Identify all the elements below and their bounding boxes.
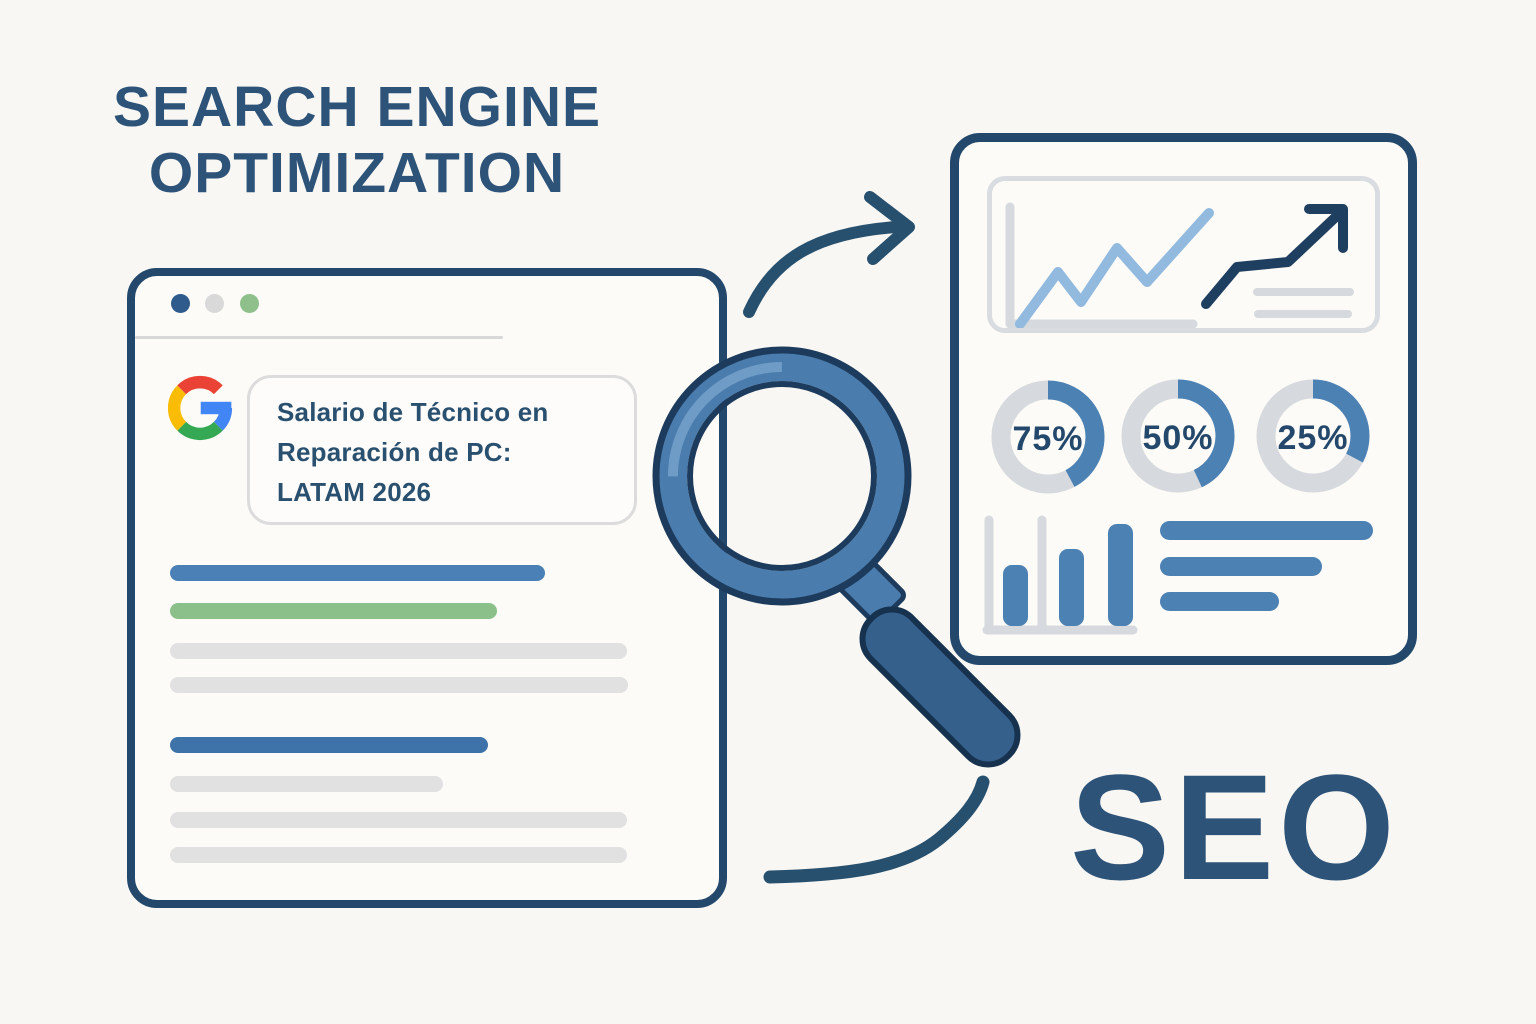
bar-chart-bar xyxy=(1003,565,1028,626)
window-control-dot-gray xyxy=(205,294,224,313)
bar-chart-bar xyxy=(1108,524,1133,626)
growth-arrow-shaft xyxy=(1201,207,1346,309)
google-g-logo-icon xyxy=(167,375,233,441)
page-title-line2: OPTIMIZATION xyxy=(148,141,566,205)
text-placeholder-bar xyxy=(1160,521,1373,540)
trend-line-blue xyxy=(1015,208,1214,329)
text-placeholder-bar xyxy=(1160,592,1279,611)
magnifier-collar xyxy=(838,557,906,625)
text-placeholder-bar xyxy=(1160,557,1322,576)
seo-wordmark: SEO xyxy=(1070,743,1399,911)
chart-axes xyxy=(1005,202,1198,329)
search-query-line: LATAM 2026 xyxy=(277,477,432,507)
result-snippet-bar xyxy=(170,812,627,828)
result-url-bar xyxy=(170,776,443,792)
browser-window: Salario de Técnico en Reparación de PC: … xyxy=(127,268,727,908)
donut-percent-label: 25% xyxy=(1277,419,1349,457)
bar-chart-bar xyxy=(1059,549,1084,626)
swoosh-line xyxy=(763,775,990,884)
donut-chart-50 xyxy=(1121,379,1235,493)
page-title: SEARCH ENGINE OPTIMIZATION xyxy=(77,74,637,206)
result-snippet-bar xyxy=(170,847,627,863)
bar-chart xyxy=(982,515,1138,635)
search-query-line: Reparación de PC: xyxy=(277,437,512,467)
page-title-line1: SEARCH ENGINE xyxy=(112,75,602,139)
line-chart xyxy=(1005,202,1354,329)
analytics-panel: 75% 50% 25% xyxy=(950,133,1417,665)
line-chart-card xyxy=(987,176,1380,333)
search-query-card: Salario de Técnico en Reparación de PC: … xyxy=(247,375,637,525)
toolbar-divider xyxy=(135,336,503,339)
window-control-dot-blue xyxy=(171,294,190,313)
donut-chart-75 xyxy=(991,380,1105,494)
growth-arrow-head-icon xyxy=(1304,204,1348,253)
result-title-bar xyxy=(170,737,488,753)
donut-percent-label: 75% xyxy=(1012,420,1084,458)
donut-chart-25 xyxy=(1256,379,1370,493)
window-control-dot-green xyxy=(240,294,259,313)
result-title-bar xyxy=(170,565,545,581)
search-query-line: Salario de Técnico en xyxy=(277,397,549,427)
donut-percent-label: 50% xyxy=(1142,419,1214,457)
result-url-bar xyxy=(170,603,497,619)
result-snippet-bar xyxy=(170,643,627,659)
curved-arrow-icon xyxy=(743,191,915,318)
result-snippet-bar xyxy=(170,677,628,693)
